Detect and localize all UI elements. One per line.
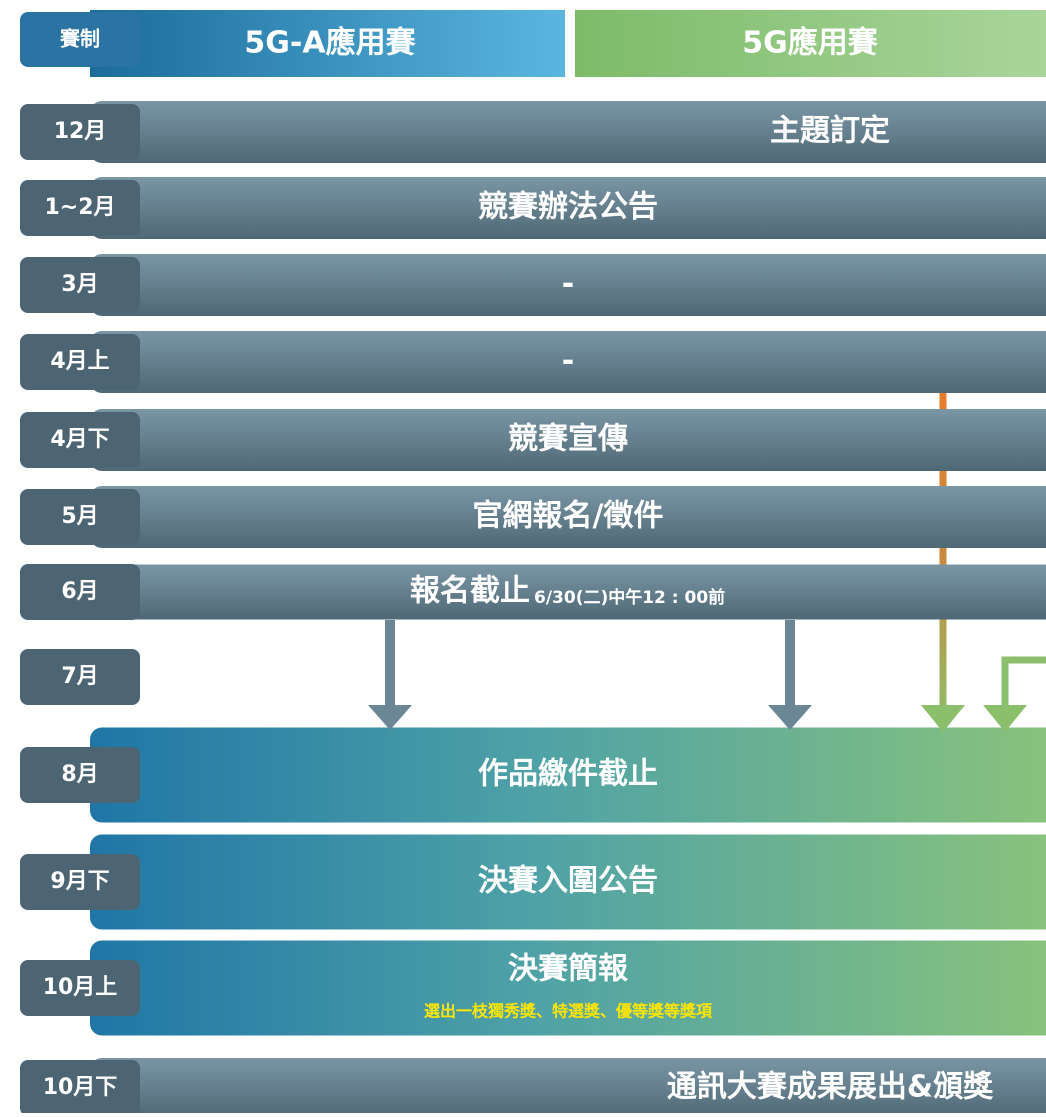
row-text: 決賽簡報	[508, 952, 629, 987]
arrow-shaft	[785, 620, 795, 708]
month-tab	[20, 960, 140, 1016]
header: 賽制 5G-A應用賽 5G應用賽	[20, 10, 1046, 77]
month-label: 9月下	[50, 869, 109, 894]
header-col	[575, 10, 1046, 77]
header-column: 5G-A應用賽	[244, 26, 416, 61]
row-text: 作品繳件截止	[478, 757, 658, 792]
month-label: 6月	[61, 579, 98, 604]
row-bar	[90, 486, 1046, 548]
month-tab	[20, 412, 140, 468]
month-label: 4月下	[50, 427, 109, 452]
month-tab	[20, 854, 140, 910]
arrow-head	[768, 705, 812, 730]
row-bar	[90, 940, 1046, 1036]
arrow-head	[921, 705, 965, 732]
row-text: -	[562, 267, 574, 302]
row-bar	[90, 727, 1046, 823]
month-label: 3月	[61, 272, 98, 297]
month-tab	[20, 334, 140, 390]
row-note: 6/30(二)中午12 : 00前	[534, 587, 725, 608]
row-text: 報名截止	[410, 574, 530, 609]
header-column: 5G應用賽	[742, 26, 878, 61]
month-label: 10月上	[43, 975, 118, 1000]
month-label: 1~2月	[44, 195, 115, 220]
row-bar	[90, 331, 1046, 393]
header-tab	[20, 12, 140, 67]
row-bar	[90, 254, 1046, 316]
row-note: 選出一枝獨秀獎、特選獎、優等獎等獎項	[424, 1002, 713, 1021]
row-text: -	[562, 344, 574, 379]
row-text: 競賽宣傳	[508, 422, 628, 457]
arrow-shaft	[385, 620, 395, 708]
month-label: 4月上	[50, 349, 109, 374]
arrow-head	[368, 705, 412, 730]
month-tab	[20, 747, 140, 803]
row-bar	[90, 101, 1046, 163]
month-tab	[20, 257, 140, 313]
row-bar	[90, 177, 1046, 239]
month-label: 5月	[61, 504, 98, 529]
month-tab	[20, 1060, 140, 1116]
row-text: 競賽辦法公告	[478, 190, 658, 225]
month-tab	[20, 489, 140, 545]
header-label: 賽制	[59, 27, 100, 51]
row-bar	[90, 834, 1046, 930]
month-tab	[20, 649, 140, 705]
month-label: 7月	[61, 664, 98, 689]
row-text: 官網報名/徵件	[473, 499, 664, 534]
arrow-head	[983, 705, 1027, 732]
row-text: 決賽入圍公告	[478, 864, 658, 899]
header-col	[90, 10, 565, 77]
month-tab	[20, 180, 140, 236]
row-text: 主題訂定	[770, 114, 890, 149]
month-tab	[20, 104, 140, 160]
row-bar	[90, 1058, 1046, 1117]
month-label: 10月下	[43, 1075, 118, 1100]
row-text: 通訊大賽成果展出&頒獎	[667, 1070, 994, 1105]
month-tab	[20, 564, 140, 620]
row-bar	[90, 409, 1046, 471]
row-bar	[90, 564, 1046, 620]
month-label: 8月	[61, 762, 98, 787]
month-label: 12月	[54, 119, 107, 144]
